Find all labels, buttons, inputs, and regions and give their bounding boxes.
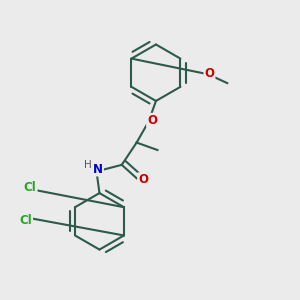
Text: O: O — [204, 67, 214, 80]
Text: H: H — [84, 160, 92, 170]
Text: N: N — [93, 163, 103, 176]
Text: O: O — [147, 114, 157, 127]
Text: Cl: Cl — [24, 181, 37, 194]
Text: O: O — [138, 173, 148, 186]
Text: Cl: Cl — [20, 214, 32, 227]
